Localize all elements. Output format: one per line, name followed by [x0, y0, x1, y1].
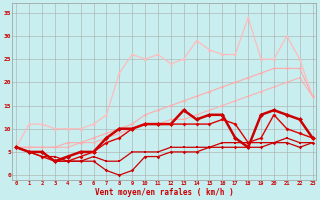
X-axis label: Vent moyen/en rafales ( km/h ): Vent moyen/en rafales ( km/h ): [95, 188, 234, 197]
